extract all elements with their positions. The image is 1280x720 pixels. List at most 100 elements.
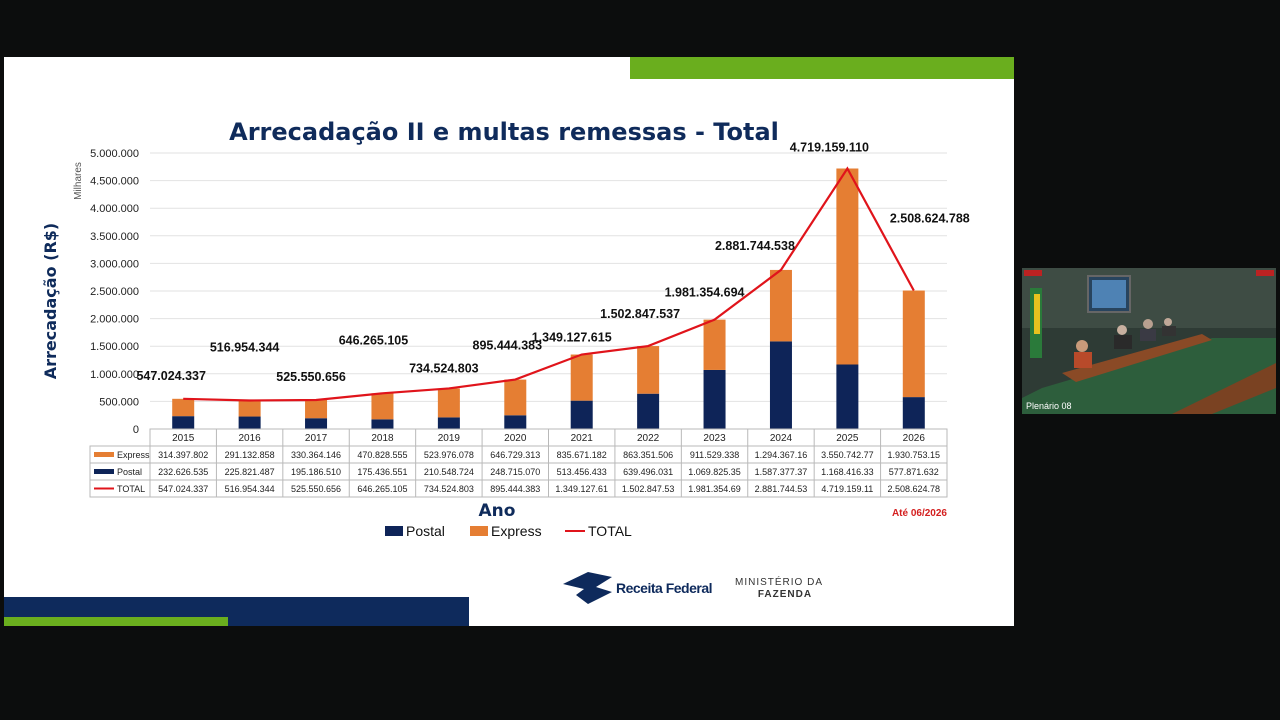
table-cell: 1.069.825.35: [688, 467, 741, 477]
bar-express-2017: [305, 399, 328, 419]
bar-express-2026: [902, 290, 925, 398]
table-cell: 470.828.555: [357, 450, 407, 460]
table-cell: 895.444.383: [490, 484, 540, 494]
table-cell: 734.524.803: [424, 484, 474, 494]
video-scene: [1022, 268, 1276, 414]
revenue-chart: 0 500.000 1.000.000 1.500.000 2.000.000 2.500…: [41, 118, 970, 604]
live-indicator-left: [1024, 270, 1042, 276]
table-cell: 314.397.802: [158, 450, 208, 460]
x-tick-label: 2019: [438, 433, 461, 444]
x-tick-label: 2018: [371, 433, 394, 444]
table-cell: 516.954.344: [225, 484, 275, 494]
bar-postal-2016: [238, 416, 261, 429]
y-tick-label: 1.000.000: [90, 369, 139, 381]
video-thumbnail[interactable]: Plenário 08: [1022, 268, 1276, 414]
y-tick-label: 5.000.000: [90, 148, 139, 160]
table-cell: 525.550.656: [291, 484, 341, 494]
table-row-label: TOTAL: [117, 484, 145, 494]
legend-total-label: TOTAL: [588, 523, 632, 539]
y-axis-unit: Milhares: [73, 162, 84, 200]
table-cell: 225.821.487: [225, 467, 275, 477]
bar-postal-2018: [371, 419, 394, 429]
x-tick-label: 2024: [770, 433, 793, 444]
x-axis-label: Ano: [479, 501, 516, 521]
table-cell: 1.930.753.15: [888, 450, 941, 460]
bar-postal-2019: [437, 417, 460, 429]
table-row-label: Postal: [117, 467, 142, 477]
bar-postal-2024: [769, 341, 792, 429]
legend-postal-label: Postal: [406, 523, 445, 539]
bar-express-2016: [238, 400, 261, 417]
bar-express-2024: [769, 269, 792, 342]
x-tick-label: 2016: [239, 433, 262, 444]
table-cell: 523.976.078: [424, 450, 474, 460]
table-cell: 1.349.127.61: [555, 484, 608, 494]
x-tick-label: 2020: [504, 433, 527, 444]
bar-express-2023: [703, 319, 726, 370]
total-label-2019: 734.524.803: [409, 361, 479, 375]
table-row-label: Express: [117, 450, 150, 460]
y-tick-label: 500.000: [99, 396, 139, 408]
table-cell: 547.024.337: [158, 484, 208, 494]
table-cell: 639.496.031: [623, 467, 673, 477]
table-cell: 2.508.624.78: [888, 484, 941, 494]
bar-postal-2023: [703, 369, 726, 429]
data-table: 2015 2016 2017 2018 2019 2020 2021 2022 2023 2024…: [89, 428, 948, 498]
total-label-2021: 1.349.127.615: [532, 331, 612, 345]
presentation-slide: 0 500.000 1.000.000 1.500.000 2.000.000 2.500…: [4, 57, 1014, 626]
total-line: [183, 166, 915, 402]
x-tick-label: 2025: [836, 433, 859, 444]
legend-express-label: Express: [491, 523, 542, 539]
table-key-express: [94, 452, 114, 457]
table-key-postal: [94, 469, 114, 474]
bar-express-2018: [371, 393, 394, 420]
table-cell: 911.529.338: [690, 450, 739, 460]
bar-express-2025: [836, 168, 859, 365]
slide-top-accent-bar: [630, 57, 1014, 79]
bar-postal-2017: [305, 418, 328, 429]
x-tick-label: 2026: [903, 433, 926, 444]
live-indicator-right: [1256, 270, 1274, 276]
y-tick-label: 0: [133, 424, 139, 436]
bar-express-2019: [437, 388, 460, 418]
total-line-path: [183, 166, 915, 402]
desk-icon: [1062, 334, 1212, 382]
bar-express-2022: [637, 346, 660, 394]
y-tick-label: 1.500.000: [90, 341, 139, 353]
bar-postal-2015: [172, 416, 195, 429]
legend-postal-swatch: [385, 526, 403, 536]
person-icon: [1076, 340, 1088, 352]
y-tick-label: 3.500.000: [90, 231, 139, 243]
table-cell: 175.436.551: [357, 467, 407, 477]
y-tick-label: 2.500.000: [90, 286, 139, 298]
table-cell: 232.626.535: [158, 467, 208, 477]
total-label-2016: 516.954.344: [210, 340, 280, 354]
y-tick-label: 4.000.000: [90, 203, 139, 215]
total-label-2026: 2.508.624.788: [890, 212, 970, 226]
y-axis-label: Arrecadação (R$): [41, 223, 60, 379]
table-cell: 3.550.742.77: [821, 450, 874, 460]
y-axis: 0 500.000 1.000.000 1.500.000 2.000.000 2.500…: [90, 148, 139, 436]
x-tick-label: 2017: [305, 433, 328, 444]
bar-express-2020: [504, 379, 527, 416]
table-cell: 248.715.070: [490, 467, 540, 477]
total-label-2023: 1.981.354.694: [665, 286, 745, 300]
table-cell: 646.265.105: [357, 484, 407, 494]
table-cell: 1.294.367.16: [755, 450, 808, 460]
x-tick-label: 2022: [637, 433, 660, 444]
ministerio-line2: FAZENDA: [758, 589, 812, 600]
table-cell: 291.132.858: [225, 450, 275, 460]
table-cell: 863.351.506: [623, 450, 673, 460]
receita-federal-logo: Receita Federal: [563, 572, 713, 604]
total-label-2025: 4.719.159.110: [790, 141, 869, 155]
table-cell: 195.186.510: [291, 467, 341, 477]
chart-legend: Postal Express TOTAL: [385, 523, 632, 539]
total-label-2015: 547.024.337: [136, 369, 206, 383]
receita-logo-text: Receita Federal: [616, 580, 712, 596]
table-cell: 577.871.632: [889, 467, 939, 477]
chart-bars: [172, 168, 925, 429]
chart-title: Arrecadação II e multas remessas - Total: [229, 118, 779, 146]
bar-postal-2022: [637, 393, 660, 429]
footnote-ate: Até 06/2026: [892, 508, 947, 519]
bar-postal-2020: [504, 415, 527, 429]
